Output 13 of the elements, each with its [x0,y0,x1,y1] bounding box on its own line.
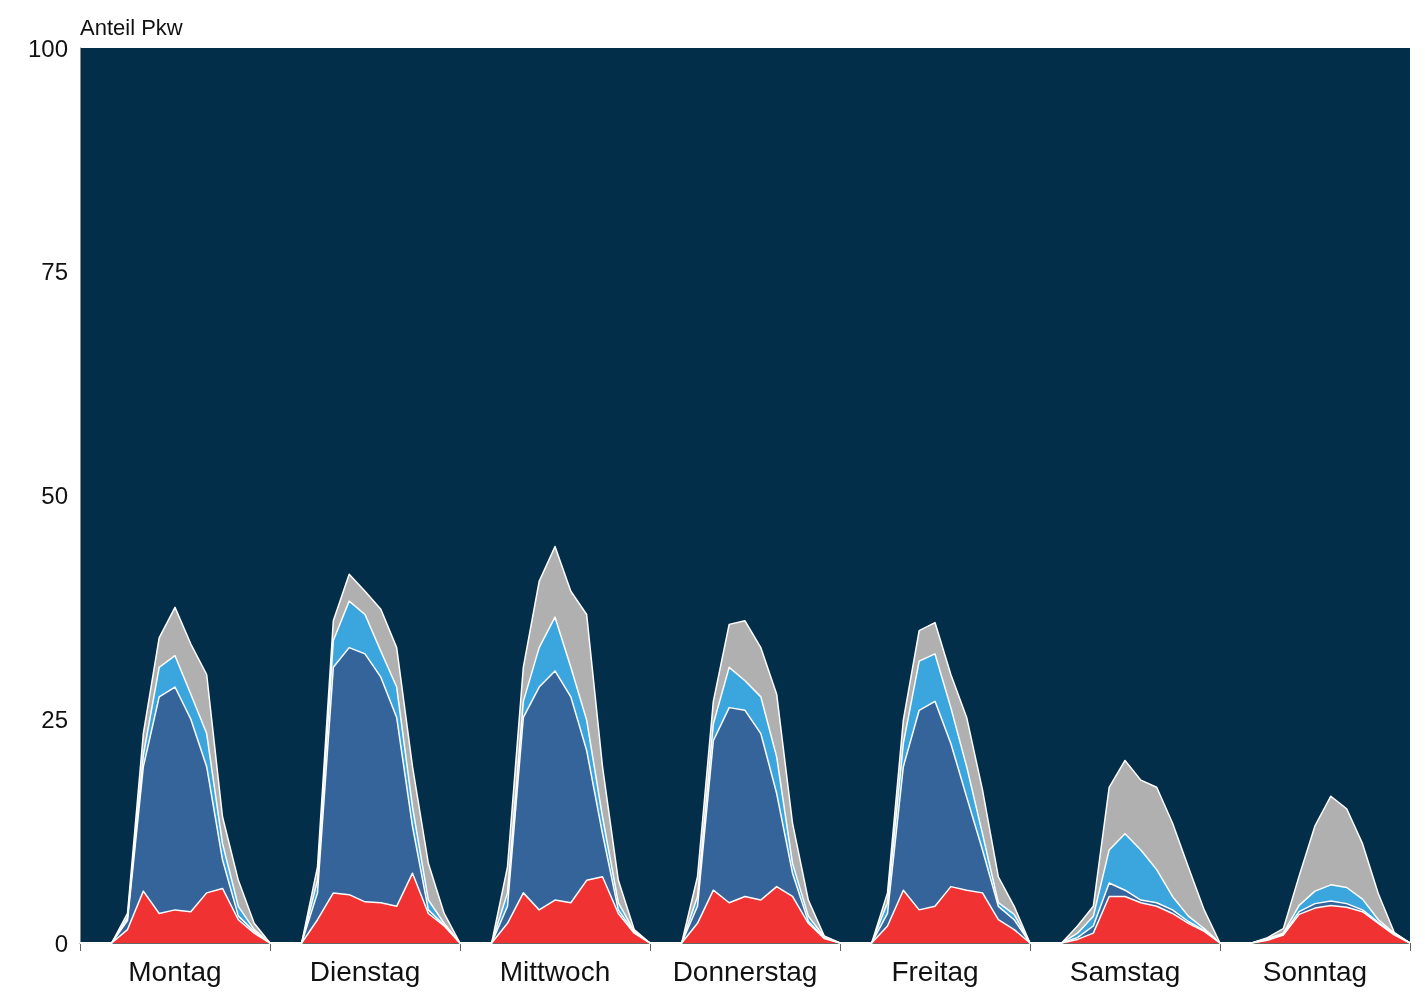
x-tick-label: Dienstag [309,955,421,987]
y-axis-title: Anteil Pkw [80,14,183,40]
x-tick-label: Freitag [891,955,979,987]
y-tick-label: 25 [41,705,68,733]
y-tick-label: 75 [41,258,68,286]
x-tick-label: Donnerstag [672,955,818,987]
x-tick-label: Samstag [1069,955,1181,987]
x-tick-label: Sonntag [1262,955,1368,987]
x-tick-label: Montag [128,955,222,987]
y-tick-label: 100 [27,34,68,62]
x-tick-label: Mittwoch [499,955,611,987]
y-tick-label: 0 [54,929,68,957]
y-tick-label: 50 [41,482,68,509]
